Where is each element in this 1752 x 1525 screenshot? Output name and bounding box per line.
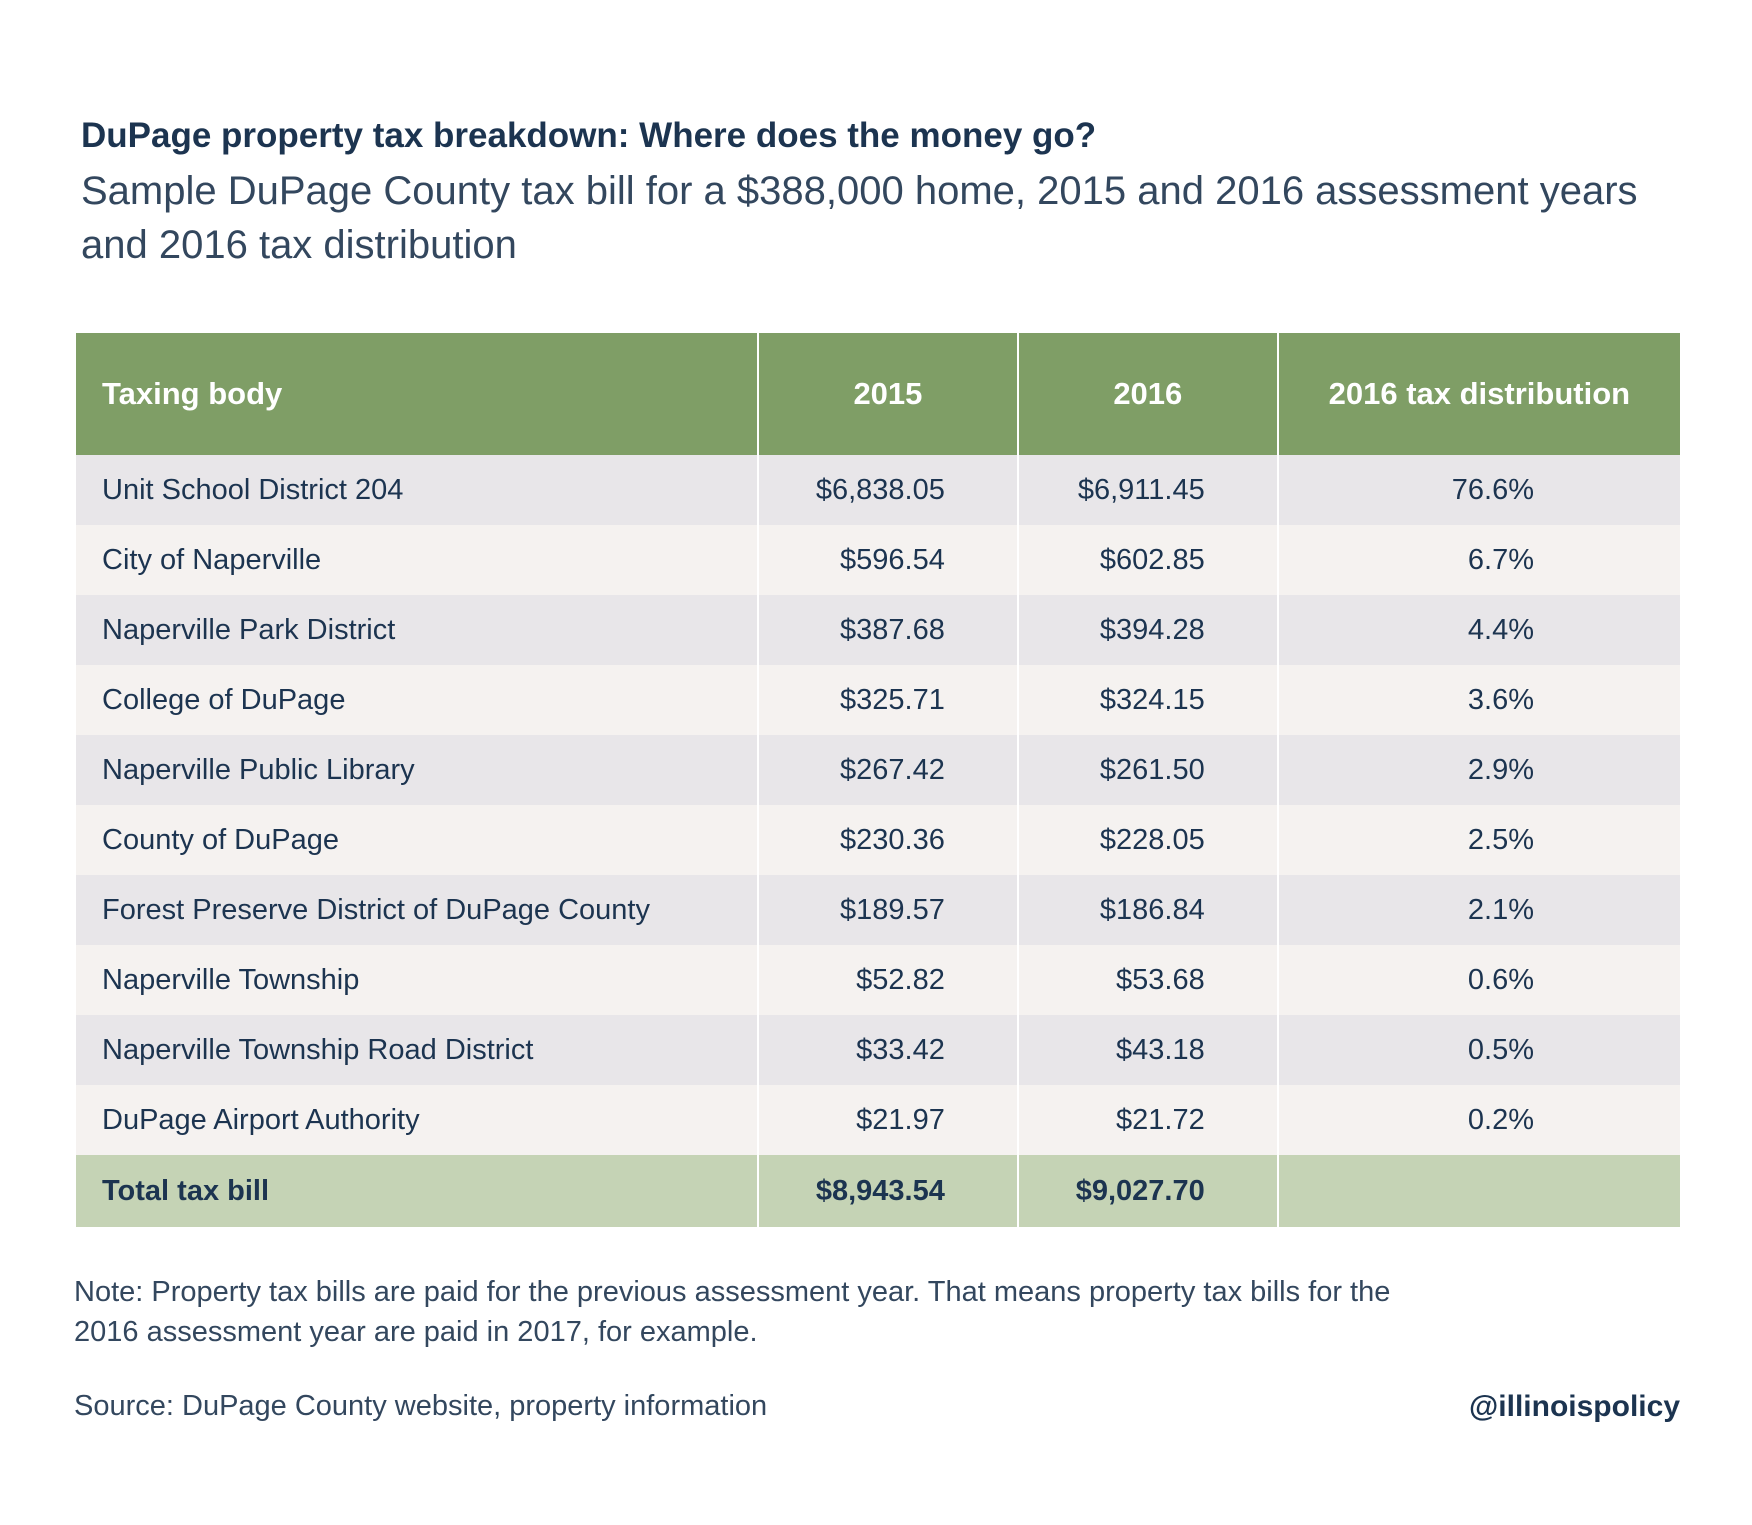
amount-cell: $602.85	[1016, 525, 1278, 595]
amount-cell: $228.05	[1016, 805, 1278, 875]
amount-cell: 2.9%	[1276, 735, 1680, 805]
amount-cell: $267.42	[756, 735, 1018, 805]
amount-cell: 6.7%	[1276, 525, 1680, 595]
table-row: DuPage Airport Authority $21.97 $21.72 0.2%	[76, 1085, 1680, 1155]
amount-cell: 0.2%	[1276, 1085, 1680, 1155]
body-cell: Naperville Township Road District	[76, 1015, 758, 1085]
body-cell: Forest Preserve District of DuPage Count…	[76, 875, 758, 945]
source: Source: DuPage County website, property …	[74, 1390, 768, 1422]
body-cell: Naperville Park District	[76, 595, 758, 665]
amount-cell: $6,911.45	[1016, 455, 1278, 525]
amount-cell: 4.4%	[1276, 595, 1680, 665]
total-row: Total tax bill $8,943.54 $9,027.70	[76, 1155, 1680, 1227]
table-row: Naperville Public Library $267.42 $261.50 2…	[76, 735, 1680, 805]
total-label: Total tax bill	[76, 1155, 758, 1227]
amount-cell: 0.6%	[1276, 945, 1680, 1015]
handle: @illinoispolicy	[1469, 1390, 1680, 1423]
amount-cell: $52.82	[756, 945, 1018, 1015]
amount-cell: $21.72	[1016, 1085, 1278, 1155]
table-row: Naperville Township Road District $33.42 $…	[76, 1015, 1680, 1085]
amount-cell: $53.68	[1016, 945, 1278, 1015]
column-header: 2016	[1016, 333, 1278, 455]
amount-cell: $325.71	[756, 665, 1018, 735]
body-cell: DuPage Airport Authority	[76, 1085, 758, 1155]
title: DuPage property tax breakdown: Where doe…	[81, 116, 1097, 155]
amount-cell: 76.6%	[1276, 455, 1680, 525]
subtitle: Sample DuPage County tax bill for a $388…	[81, 169, 1638, 267]
amount-cell: 2.1%	[1276, 875, 1680, 945]
amount-cell: $324.15	[1016, 665, 1278, 735]
table-row: Naperville Township $52.82 $53.68 0.6%	[76, 945, 1680, 1015]
amount-cell: $387.68	[756, 595, 1018, 665]
body-cell: Naperville Public Library	[76, 735, 758, 805]
table-body: Unit School District 204 $6,838.05 $6,911.…	[76, 455, 1680, 1227]
amount-cell: $189.57	[756, 875, 1018, 945]
amount-cell: $394.28	[1016, 595, 1278, 665]
amount-cell: $596.54	[756, 525, 1018, 595]
amount-cell: $230.36	[756, 805, 1018, 875]
body-cell: College of DuPage	[76, 665, 758, 735]
amount-cell: 0.5%	[1276, 1015, 1680, 1085]
body-cell: City of Naperville	[76, 525, 758, 595]
body-cell: Naperville Township	[76, 945, 758, 1015]
table-row: Forest Preserve District of DuPage Count…	[76, 875, 1680, 945]
amount-cell: $261.50	[1016, 735, 1278, 805]
table-row: City of Naperville $596.54 $602.85 6.7%	[76, 525, 1680, 595]
total-amount: $9,027.70	[1016, 1155, 1278, 1227]
empty-cell	[1276, 1155, 1680, 1227]
body-cell: Unit School District 204	[76, 455, 758, 525]
table-row: College of DuPage $325.71 $324.15 3.6%	[76, 665, 1680, 735]
body-cell: County of DuPage	[76, 805, 758, 875]
column-header: 2015	[756, 333, 1018, 455]
header-row: Taxing body 2015 2016 2016 tax distribution	[76, 333, 1680, 455]
table-row: County of DuPage $230.36 $228.05 2.5%	[76, 805, 1680, 875]
amount-cell: $6,838.05	[756, 455, 1018, 525]
table-row: Naperville Park District $387.68 $394.28 4.…	[76, 595, 1680, 665]
amount-cell: 3.6%	[1276, 665, 1680, 735]
amount-cell: $43.18	[1016, 1015, 1278, 1085]
tax-table: Taxing body 2015 2016 2016 tax distribution…	[76, 333, 1680, 1227]
column-header: 2016 tax distribution	[1276, 333, 1680, 455]
column-header: Taxing body	[76, 333, 758, 455]
amount-cell: $186.84	[1016, 875, 1278, 945]
amount-cell: $21.97	[756, 1085, 1018, 1155]
note: Note: Property tax bills are paid for th…	[74, 1276, 1391, 1348]
amount-cell: $33.42	[756, 1015, 1018, 1085]
amount-cell: 2.5%	[1276, 805, 1680, 875]
total-amount: $8,943.54	[756, 1155, 1018, 1227]
table-row: Unit School District 204 $6,838.05 $6,911.…	[76, 455, 1680, 525]
